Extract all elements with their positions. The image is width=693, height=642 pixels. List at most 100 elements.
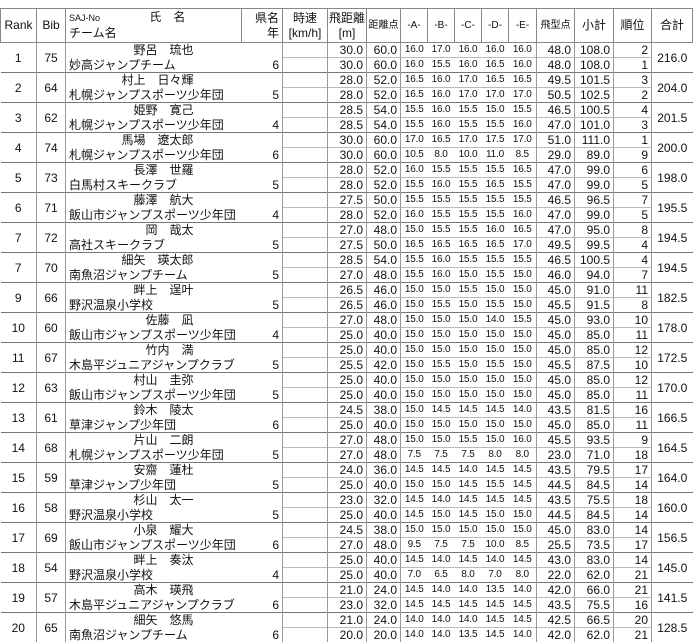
- distance-points-cell: 48.0: [367, 538, 401, 553]
- grade-spacer: [242, 523, 283, 538]
- judge-score-d: 15.5: [482, 163, 509, 178]
- distance-cell: 27.5: [328, 238, 367, 253]
- judge-score-d: 11.0: [482, 148, 509, 163]
- distance-cell: 25.0: [328, 568, 367, 583]
- speed-cell: [283, 178, 328, 193]
- judge-score-d: 16.5: [482, 238, 509, 253]
- distance-points-cell: 48.0: [367, 433, 401, 448]
- distance-points-cell: 42.0: [367, 358, 401, 373]
- speed-cell: [283, 88, 328, 103]
- judge-score-e: 8.5: [509, 148, 537, 163]
- distance-points-cell: 52.0: [367, 88, 401, 103]
- judge-score-a: 16.5: [401, 88, 428, 103]
- subtotal-cell: 94.0: [575, 268, 614, 283]
- judge-score-b: 15.0: [428, 328, 455, 343]
- speed-cell: [283, 553, 328, 568]
- judge-score-c: 14.5: [455, 403, 482, 418]
- header-distance-unit: [m]: [328, 26, 366, 41]
- distance-cell: 25.0: [328, 328, 367, 343]
- judge-score-c: 10.0: [455, 148, 482, 163]
- rank-cell: 2: [1, 73, 37, 103]
- judge-score-d: 15.0: [482, 328, 509, 343]
- header-judge-c: -C-: [455, 9, 482, 43]
- speed-cell: [283, 373, 328, 388]
- judge-score-a: 16.5: [401, 73, 428, 88]
- distance-points-cell: 46.0: [367, 283, 401, 298]
- rank-cell: 12: [1, 373, 37, 403]
- athlete-name: 鈴木 陵太: [66, 403, 242, 418]
- subtotal-cell: 99.0: [575, 178, 614, 193]
- place-cell: 14: [614, 523, 652, 538]
- distance-cell: 28.0: [328, 208, 367, 223]
- style-points-cell: 43.5: [537, 463, 575, 478]
- place-cell: 18: [614, 493, 652, 508]
- judge-score-a: 16.0: [401, 208, 428, 223]
- total-cell: 194.5: [652, 223, 693, 253]
- distance-points-cell: 40.0: [367, 553, 401, 568]
- total-cell: 178.0: [652, 313, 693, 343]
- style-points-cell: 42.0: [537, 628, 575, 642]
- judge-score-a: 15.5: [401, 103, 428, 118]
- grade-cell: 4: [242, 208, 283, 223]
- team-name: 飯山市ジャンプスポーツ少年団: [66, 208, 242, 223]
- athlete-name: 野呂 琉也: [66, 43, 242, 58]
- speed-cell: [283, 508, 328, 523]
- total-cell: 170.0: [652, 373, 693, 403]
- distance-points-cell: 60.0: [367, 43, 401, 58]
- judge-score-e: 15.0: [509, 298, 537, 313]
- subtotal-cell: 89.0: [575, 148, 614, 163]
- judge-score-c: 13.5: [455, 628, 482, 642]
- judge-score-e: 16.0: [509, 433, 537, 448]
- place-cell: 2: [614, 43, 652, 58]
- distance-points-cell: 60.0: [367, 148, 401, 163]
- place-cell: 4: [614, 238, 652, 253]
- judge-score-c: 14.5: [455, 493, 482, 508]
- speed-cell: [283, 463, 328, 478]
- style-points-cell: 44.5: [537, 508, 575, 523]
- subtotal-cell: 66.5: [575, 613, 614, 628]
- rank-cell: 10: [1, 313, 37, 343]
- rank-cell: 13: [1, 403, 37, 433]
- judge-score-d: 8.0: [482, 448, 509, 463]
- subtotal-cell: 83.0: [575, 523, 614, 538]
- rank-cell: 19: [1, 583, 37, 613]
- rank-cell: 1: [1, 43, 37, 73]
- bib-cell: 59: [37, 463, 66, 493]
- speed-cell: [283, 268, 328, 283]
- team-name: 南魚沼ジャンプチーム: [66, 268, 242, 283]
- bib-cell: 72: [37, 223, 66, 253]
- speed-cell: [283, 298, 328, 313]
- speed-cell: [283, 238, 328, 253]
- grade-spacer: [242, 283, 283, 298]
- judge-score-c: 15.0: [455, 343, 482, 358]
- judge-score-d: 15.0: [482, 343, 509, 358]
- judge-score-c: 16.0: [455, 58, 482, 73]
- distance-cell: 24.5: [328, 403, 367, 418]
- speed-cell: [283, 433, 328, 448]
- bib-cell: 74: [37, 133, 66, 163]
- distance-cell: 28.0: [328, 178, 367, 193]
- grade-spacer: [242, 43, 283, 58]
- distance-points-cell: 54.0: [367, 253, 401, 268]
- total-cell: 145.0: [652, 553, 693, 583]
- distance-points-cell: 40.0: [367, 388, 401, 403]
- grade-spacer: [242, 433, 283, 448]
- header-rank: Rank: [1, 9, 37, 43]
- distance-cell: 30.0: [328, 133, 367, 148]
- speed-cell: [283, 118, 328, 133]
- bib-cell: 61: [37, 403, 66, 433]
- judge-score-c: 15.0: [455, 298, 482, 313]
- grade-cell: 5: [242, 268, 283, 283]
- judge-score-d: 15.0: [482, 283, 509, 298]
- bib-cell: 68: [37, 433, 66, 463]
- athlete-name: 馬場 遼太郎: [66, 133, 242, 148]
- judge-score-b: 15.5: [428, 208, 455, 223]
- rank-cell: 14: [1, 433, 37, 463]
